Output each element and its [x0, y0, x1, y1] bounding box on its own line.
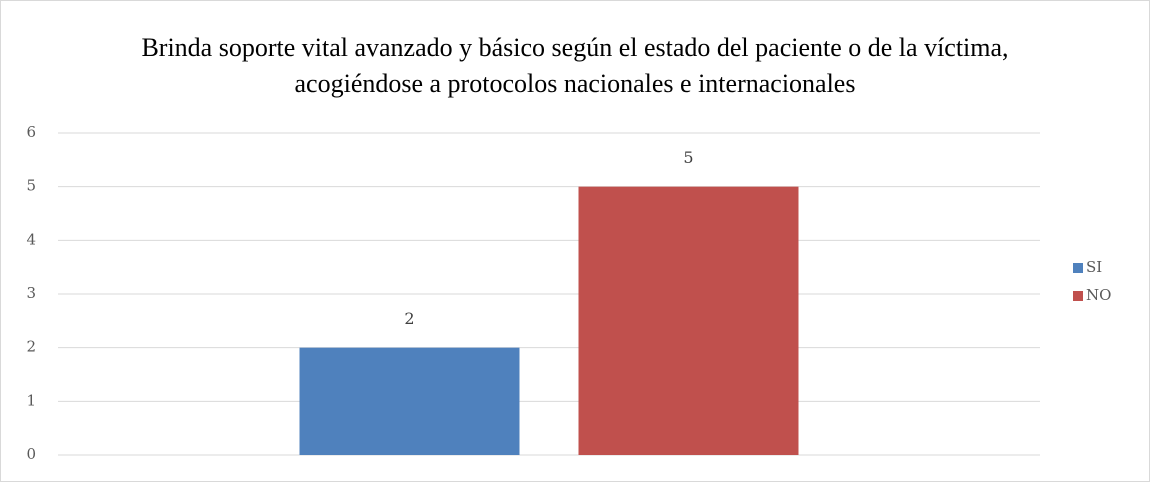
y-tick-label: 4 — [26, 230, 36, 248]
y-tick-label: 5 — [26, 177, 36, 195]
legend-swatch — [1073, 291, 1083, 301]
chart-title: Brinda soporte vital avanzado y básico s… — [141, 33, 1009, 98]
y-tick-label: 1 — [26, 391, 36, 409]
legend-label: SI — [1086, 258, 1102, 276]
data-label: 5 — [683, 148, 693, 167]
y-tick-label: 2 — [26, 338, 36, 356]
y-tick-label: 6 — [26, 123, 36, 141]
bar — [299, 347, 520, 455]
y-tick-label: 0 — [26, 445, 36, 463]
legend-label: NO — [1086, 286, 1111, 304]
data-label: 2 — [404, 309, 414, 328]
legend-swatch — [1073, 263, 1083, 273]
y-tick-label: 3 — [26, 284, 36, 302]
bar — [578, 186, 799, 455]
